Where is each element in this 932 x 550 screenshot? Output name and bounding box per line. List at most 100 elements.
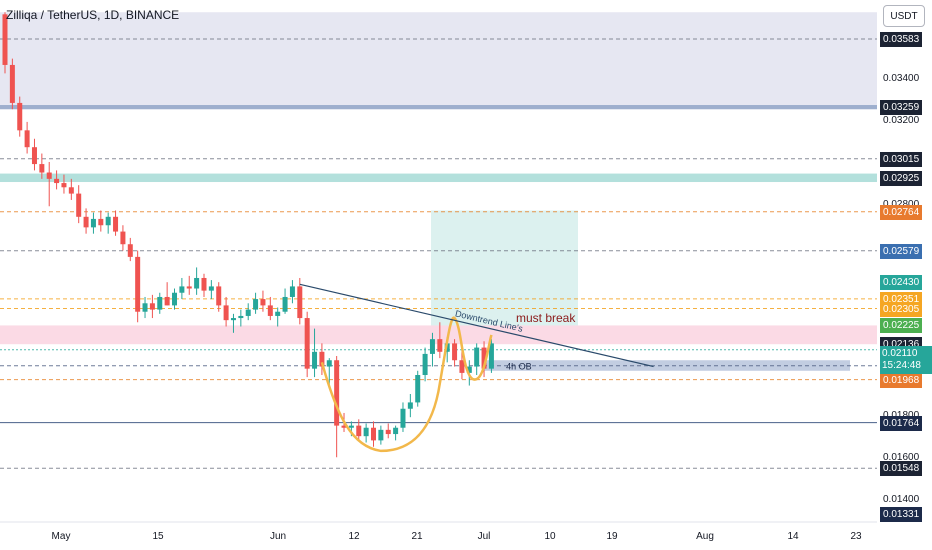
candle[interactable] (282, 288, 288, 314)
candle[interactable] (363, 423, 369, 443)
candle[interactable] (437, 322, 443, 359)
candle[interactable] (9, 58, 15, 110)
candle[interactable] (164, 282, 170, 306)
candle-body (459, 360, 465, 373)
candle[interactable] (157, 292, 163, 314)
candle[interactable] (238, 309, 244, 327)
candle[interactable] (105, 212, 111, 234)
candle[interactable] (429, 332, 435, 367)
downtrend-line[interactable] (299, 283, 654, 368)
candle[interactable] (422, 347, 428, 382)
candle-body (289, 286, 295, 297)
time-tick-label: Jul (477, 531, 491, 542)
candle[interactable] (39, 153, 45, 179)
candle[interactable] (289, 280, 295, 304)
candle[interactable] (245, 303, 251, 321)
candle-body (488, 343, 494, 369)
candle[interactable] (253, 292, 259, 314)
candle-body (245, 309, 251, 316)
candle[interactable] (17, 96, 23, 137)
candle[interactable] (120, 225, 126, 251)
candle[interactable] (378, 425, 384, 445)
candle-body (98, 218, 104, 226)
candle-body (68, 187, 74, 194)
time-tick-label: 19 (606, 531, 618, 542)
candle[interactable] (275, 307, 281, 327)
candle-body (223, 305, 229, 321)
candle[interactable] (393, 425, 399, 441)
price-label: 0.01600 (883, 452, 920, 464)
candle[interactable] (127, 237, 133, 262)
candle[interactable] (68, 178, 74, 200)
candle-body (76, 193, 82, 217)
candle[interactable] (230, 313, 236, 333)
ob-label: 4h OB (506, 362, 532, 372)
price-label: 0.03259 (880, 100, 923, 116)
candle[interactable] (488, 339, 494, 373)
time-tick-label: Jun (269, 531, 287, 542)
candle[interactable] (407, 393, 413, 418)
time-tick-label: May (51, 531, 71, 542)
candle[interactable] (135, 250, 141, 323)
candle-body (422, 353, 428, 376)
candle[interactable] (113, 210, 119, 236)
candle[interactable] (54, 170, 60, 190)
candle[interactable] (319, 343, 325, 376)
candle[interactable] (267, 296, 273, 321)
candle[interactable] (172, 288, 178, 310)
candle[interactable] (90, 212, 96, 234)
candle-body (429, 339, 435, 354)
price-label: 0.02430 (880, 275, 923, 291)
zone-resistance (0, 325, 877, 345)
candle-body (216, 286, 222, 306)
price-chart[interactable]: Downtrend Line's must break 4h OB (0, 0, 877, 550)
candle[interactable] (481, 341, 487, 378)
candle[interactable] (208, 280, 214, 300)
candle[interactable] (2, 12, 8, 74)
price-label: 0.02925 (880, 170, 923, 186)
candle[interactable] (312, 328, 318, 378)
zone-band (0, 105, 877, 110)
candle[interactable] (46, 161, 52, 207)
candle[interactable] (24, 121, 30, 154)
candle[interactable] (194, 267, 200, 295)
currency-selector[interactable]: USDT (883, 5, 925, 27)
candle[interactable] (385, 423, 391, 439)
candle[interactable] (83, 208, 89, 234)
candle[interactable] (186, 275, 192, 295)
candle[interactable] (98, 210, 104, 232)
candles-layer (2, 12, 494, 458)
candle[interactable] (76, 185, 82, 224)
candle-body (363, 427, 369, 437)
candle-body (172, 292, 178, 306)
levels-layer (0, 38, 877, 469)
candle[interactable] (142, 296, 148, 319)
candle-body (378, 429, 384, 441)
candle[interactable] (61, 174, 67, 194)
candle[interactable] (326, 358, 332, 386)
candle[interactable] (474, 343, 480, 376)
candle[interactable] (223, 296, 229, 327)
candle[interactable] (371, 421, 376, 447)
chart-title: Zilliqa / TetherUS, 1D, BINANCE (6, 8, 180, 22)
candle[interactable] (415, 370, 421, 407)
zone-top (0, 12, 877, 110)
candle[interactable] (400, 402, 406, 432)
price-axis[interactable] (877, 0, 932, 550)
price-label: 0.01548 (880, 461, 923, 477)
candle[interactable] (452, 339, 458, 367)
candle[interactable] (459, 349, 465, 380)
candle[interactable] (149, 294, 155, 319)
candle[interactable] (31, 138, 37, 171)
candle-body (194, 277, 200, 289)
candle[interactable] (297, 277, 303, 325)
candle[interactable] (304, 311, 310, 378)
candle-body (208, 286, 214, 291)
candle[interactable] (260, 290, 266, 312)
candle[interactable] (179, 277, 185, 300)
candle-body (319, 351, 325, 367)
candle[interactable] (201, 273, 207, 297)
candle[interactable] (216, 282, 222, 312)
price-label: 0.01968 (880, 372, 923, 388)
candle[interactable] (356, 419, 362, 441)
